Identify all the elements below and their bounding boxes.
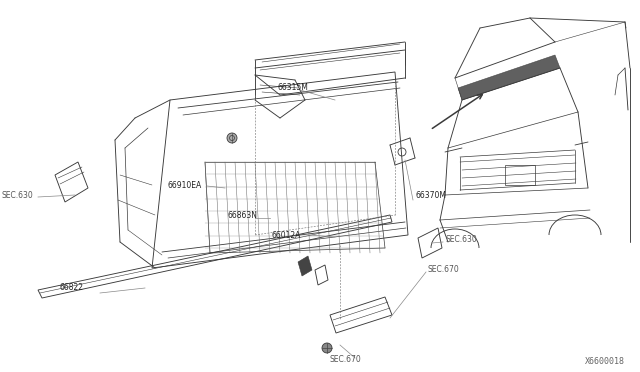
Text: 66012A: 66012A (272, 231, 301, 240)
Text: SEC.670: SEC.670 (428, 266, 460, 275)
Bar (505, 165, 535, 185)
Text: SEC.630: SEC.630 (445, 235, 477, 244)
Text: X6600018: X6600018 (585, 357, 625, 366)
Text: 66910EA: 66910EA (168, 180, 202, 189)
Polygon shape (458, 55, 560, 100)
Text: 66370M: 66370M (415, 190, 446, 199)
Text: SEC.630: SEC.630 (2, 190, 34, 199)
Circle shape (227, 133, 237, 143)
Text: 66863N: 66863N (228, 211, 258, 219)
Polygon shape (298, 256, 312, 276)
Text: SEC.670: SEC.670 (330, 356, 362, 365)
Text: 66315M: 66315M (278, 83, 309, 93)
Circle shape (322, 343, 332, 353)
Text: 66822: 66822 (60, 283, 84, 292)
